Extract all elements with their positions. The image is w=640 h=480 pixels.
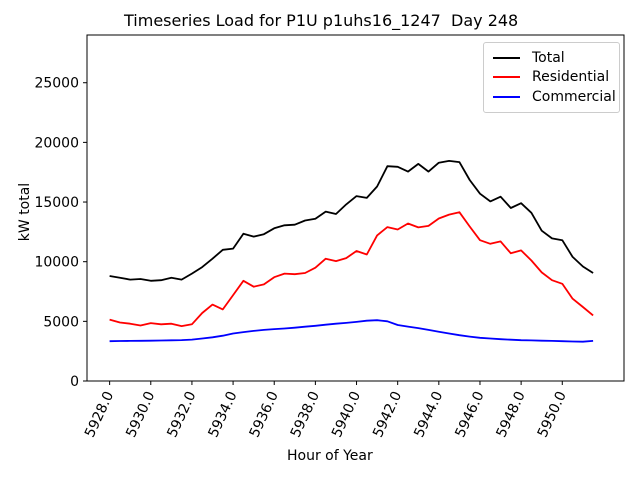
x-tick-label: 5932.0: [164, 389, 199, 440]
x-tick-label: 5944.0: [411, 389, 446, 440]
x-axis: 5928.0 5930.0 5932.0 5934.0 5936.0 5938.0 5940…: [82, 381, 570, 440]
x-tick-label: 5934.0: [205, 389, 240, 440]
legend-label-commercial: Commercial: [532, 89, 616, 106]
y-tick-label: 10000: [34, 255, 79, 271]
series-line-commercial: [109, 319, 594, 343]
y-tick-label: 0: [70, 374, 79, 390]
y-tick-label: 5000: [43, 314, 79, 330]
y-axis: 0 5000 10000 15000 20000 25000: [34, 76, 87, 390]
y-tick-label: 20000: [34, 135, 79, 151]
x-tick-label: 5928.0: [82, 389, 117, 440]
legend-line-sample-residential: [493, 76, 520, 79]
x-tick-label: 5948.0: [494, 389, 529, 440]
chart-title: Timeseries Load for P1U p1uhs16_1247 Day…: [124, 11, 519, 30]
y-tick-label: 15000: [34, 195, 79, 211]
plot-frame: [86, 34, 625, 382]
x-tick-label: 5940.0: [329, 389, 364, 440]
x-tick-label: 5950.0: [535, 389, 570, 440]
legend-item-residential: Residential: [493, 70, 610, 84]
x-axis-label: Hour of Year: [287, 448, 373, 464]
legend-item-total: Total: [493, 51, 610, 65]
y-tick-label: 25000: [34, 76, 79, 92]
y-axis-label: kW total: [17, 182, 33, 242]
series-line-total: [109, 159, 594, 282]
x-tick-label: 5930.0: [123, 389, 158, 440]
legend-line-sample-total: [493, 56, 520, 59]
x-tick-label: 5946.0: [452, 389, 487, 440]
x-tick-label: 5936.0: [247, 389, 282, 440]
x-tick-label: 5942.0: [370, 389, 405, 440]
legend-label-residential: Residential: [532, 69, 610, 86]
legend: Total Residential Commercial: [483, 42, 620, 113]
legend-item-commercial: Commercial: [493, 90, 616, 104]
x-tick-label: 5938.0: [288, 389, 323, 440]
legend-label-total: Total: [532, 49, 565, 66]
legend-line-sample-commercial: [493, 96, 520, 99]
series-lines: [109, 159, 594, 343]
series-line-residential: [109, 211, 594, 328]
